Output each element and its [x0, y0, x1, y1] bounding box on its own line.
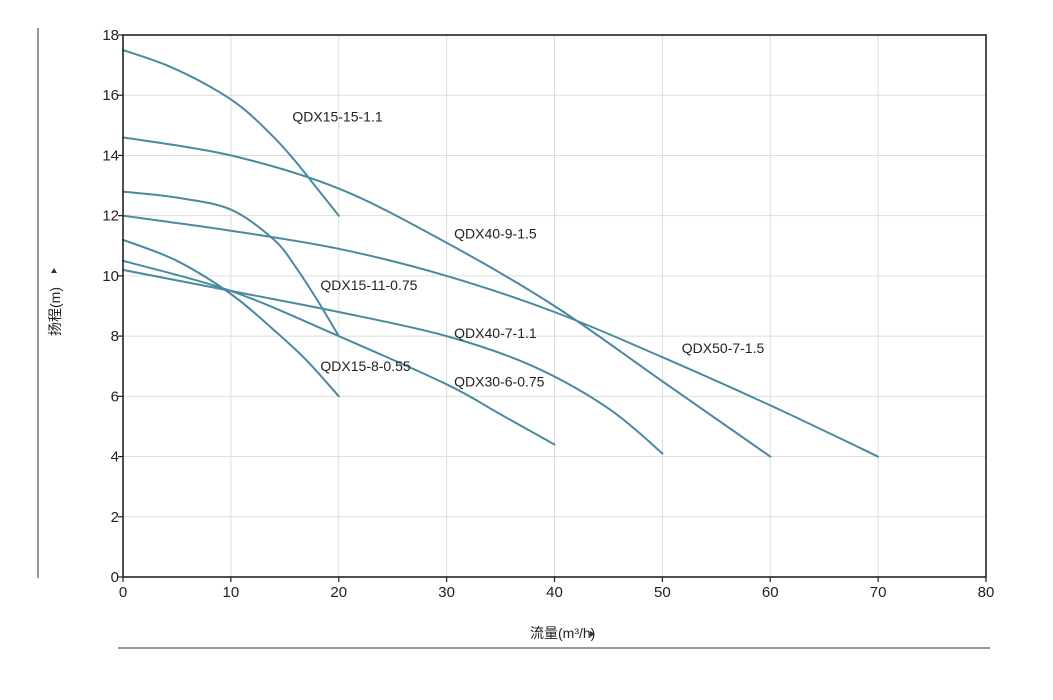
- series-line-qdx30-6-0.75: [122, 259, 556, 446]
- y-tick-label: 4: [111, 449, 119, 466]
- series-label: QDX15-11-0.75: [320, 277, 417, 293]
- series-line-qdx15-8-0.55: [122, 238, 340, 398]
- series-line-qdx40-9-1.5: [122, 136, 772, 458]
- y-tick-label: 14: [102, 147, 119, 164]
- y-axis-arrow-icon: [51, 268, 57, 273]
- axis-ticks: 0 10 20 30 40 50 60 70 80 0 2 4 6 8 10 12 14 16 18: [102, 27, 994, 601]
- x-tick-label: 40: [546, 584, 563, 601]
- x-tick-label: 0: [119, 584, 127, 601]
- series-line-qdx15-15-1.1: [122, 49, 340, 217]
- y-tick-label: 16: [102, 87, 119, 104]
- series-label: QDX15-8-0.55: [320, 358, 410, 374]
- x-tick-label: 50: [654, 584, 671, 601]
- y-tick-label: 8: [111, 328, 119, 345]
- x-axis-title: 流量(m³/h): [530, 625, 595, 641]
- curves: [122, 49, 880, 458]
- series-line-qdx40-7-1.1: [122, 268, 664, 455]
- y-tick-label: 0: [111, 569, 119, 586]
- y-tick-label: 18: [102, 27, 119, 44]
- y-tick-label: 6: [111, 388, 119, 405]
- series-labels: QDX15-15-1.1 QDX40-9-1.5 QDX15-11-0.75 QDX4…: [292, 108, 764, 389]
- series-label: QDX40-9-1.5: [454, 226, 537, 242]
- x-tick-label: 60: [762, 584, 779, 601]
- x-tick-label: 80: [978, 584, 995, 601]
- series-label: QDX15-15-1.1: [292, 108, 382, 124]
- x-tick-label: 20: [330, 584, 347, 601]
- series-line-qdx50-7-1.5: [122, 214, 880, 458]
- x-tick-label: 10: [223, 584, 240, 601]
- series-label: QDX50-7-1.5: [682, 340, 765, 356]
- y-axis-title: 扬程(m): [47, 287, 63, 336]
- series-label: QDX30-6-0.75: [454, 373, 544, 389]
- x-axis-arrow-icon: [590, 631, 595, 637]
- y-tick-label: 12: [102, 208, 119, 225]
- series-line-qdx15-11-0.75: [122, 190, 340, 338]
- series-label: QDX40-7-1.1: [454, 325, 537, 341]
- x-tick-label: 70: [870, 584, 887, 601]
- y-tick-label: 2: [111, 509, 119, 526]
- grid: [123, 35, 986, 577]
- x-tick-label: 30: [438, 584, 455, 601]
- y-tick-label: 10: [102, 268, 119, 285]
